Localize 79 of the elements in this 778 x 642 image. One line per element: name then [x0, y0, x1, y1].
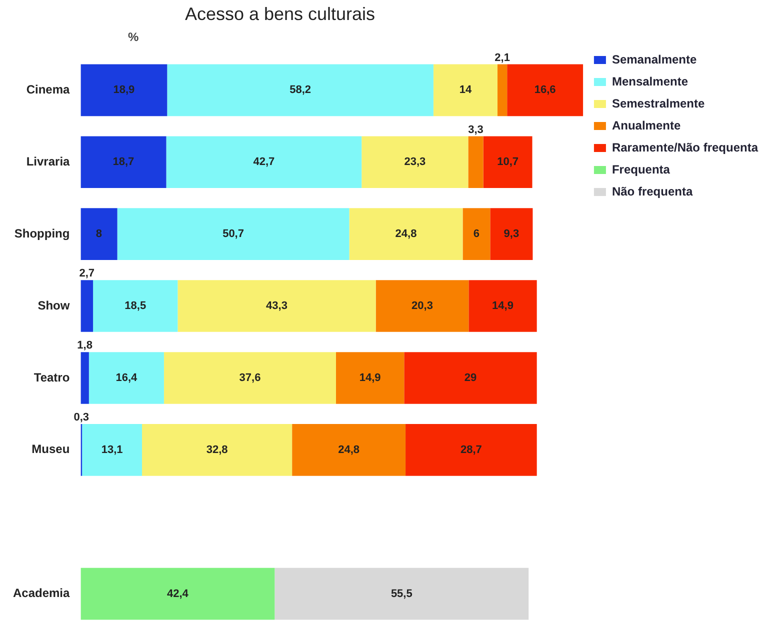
bar [166, 136, 362, 188]
data-label: 50,7 [222, 228, 244, 240]
legend-label: Semanalmente [612, 52, 697, 66]
chart-title: Acesso a bens culturais [184, 4, 376, 25]
bar [93, 280, 178, 332]
bar [362, 136, 468, 188]
bar [406, 424, 537, 476]
bar [178, 280, 376, 332]
data-label: 14,9 [492, 300, 514, 312]
data-label: 8 [96, 228, 102, 240]
bar [88, 352, 164, 404]
legend-label: Semestralmente [612, 96, 705, 110]
data-label: 58,2 [290, 84, 312, 96]
data-label: 13,1 [101, 444, 123, 456]
data-label: 2,1 [494, 52, 510, 64]
bar [117, 208, 350, 260]
legend-label: Mensalmente [612, 74, 688, 88]
bar [468, 136, 484, 188]
bar [433, 64, 498, 116]
data-label: 24,8 [338, 444, 360, 456]
data-label: 24,8 [395, 228, 417, 240]
y-tick-label: Livraria [26, 154, 70, 168]
bar [292, 424, 406, 476]
data-label: 18,5 [124, 300, 146, 312]
y-tick-label: Teatro [34, 370, 70, 384]
data-label: 18,7 [112, 156, 134, 168]
data-label: 28,7 [460, 444, 482, 456]
bar [80, 568, 275, 620]
bar [274, 568, 529, 620]
bar [376, 280, 469, 332]
data-label: 16,6 [534, 84, 556, 96]
data-label: 14,9 [359, 372, 381, 384]
data-label: 29 [464, 372, 477, 384]
bar [80, 280, 94, 332]
bar [483, 136, 532, 188]
data-label: 20,3 [412, 300, 433, 312]
bar [164, 352, 336, 404]
data-label: 0,3 [74, 412, 90, 424]
y-tick-label: Museu [32, 442, 70, 456]
bar [507, 64, 584, 116]
data-label: 1,8 [77, 340, 92, 352]
data-label: 18,9 [113, 84, 135, 96]
data-label: 42,7 [253, 156, 275, 168]
text: % [128, 30, 139, 44]
bar [468, 280, 537, 332]
bar [80, 352, 89, 404]
data-label: 32,8 [206, 444, 228, 456]
bar [497, 64, 508, 116]
legend-label: Anualmente [612, 118, 681, 132]
data-label: 23,3 [404, 156, 426, 168]
data-label: 10,7 [497, 156, 518, 168]
data-label: 55,5 [390, 588, 412, 600]
data-label: 37,6 [239, 372, 261, 384]
data-label: 9,3 [504, 228, 520, 240]
bar [167, 64, 434, 116]
data-label: 3,3 [468, 124, 484, 136]
bar [80, 136, 166, 188]
y-tick-label: Cinema [26, 82, 70, 96]
bar [82, 424, 142, 476]
bar [490, 208, 533, 260]
y-tick-label: Show [38, 298, 70, 312]
bar [349, 208, 463, 260]
y-tick-label: Shopping [14, 226, 70, 240]
data-label: 14 [459, 84, 472, 96]
bar [404, 352, 537, 404]
data-label: 6 [473, 228, 480, 240]
legend-label: Não frequenta [612, 184, 693, 198]
bar [80, 64, 168, 116]
data-label: 16,4 [116, 372, 138, 384]
bar [462, 208, 490, 260]
legend-label: Frequenta [612, 162, 670, 176]
bar [80, 208, 118, 260]
data-label: 2,7 [79, 268, 95, 280]
bar [142, 424, 292, 476]
y-tick-label: Academia [12, 586, 70, 600]
data-label: 43,3 [266, 300, 288, 312]
legend-label: Raramente/Não frequenta [612, 140, 758, 154]
data-label: 42,4 [166, 588, 190, 600]
bar [336, 352, 404, 404]
